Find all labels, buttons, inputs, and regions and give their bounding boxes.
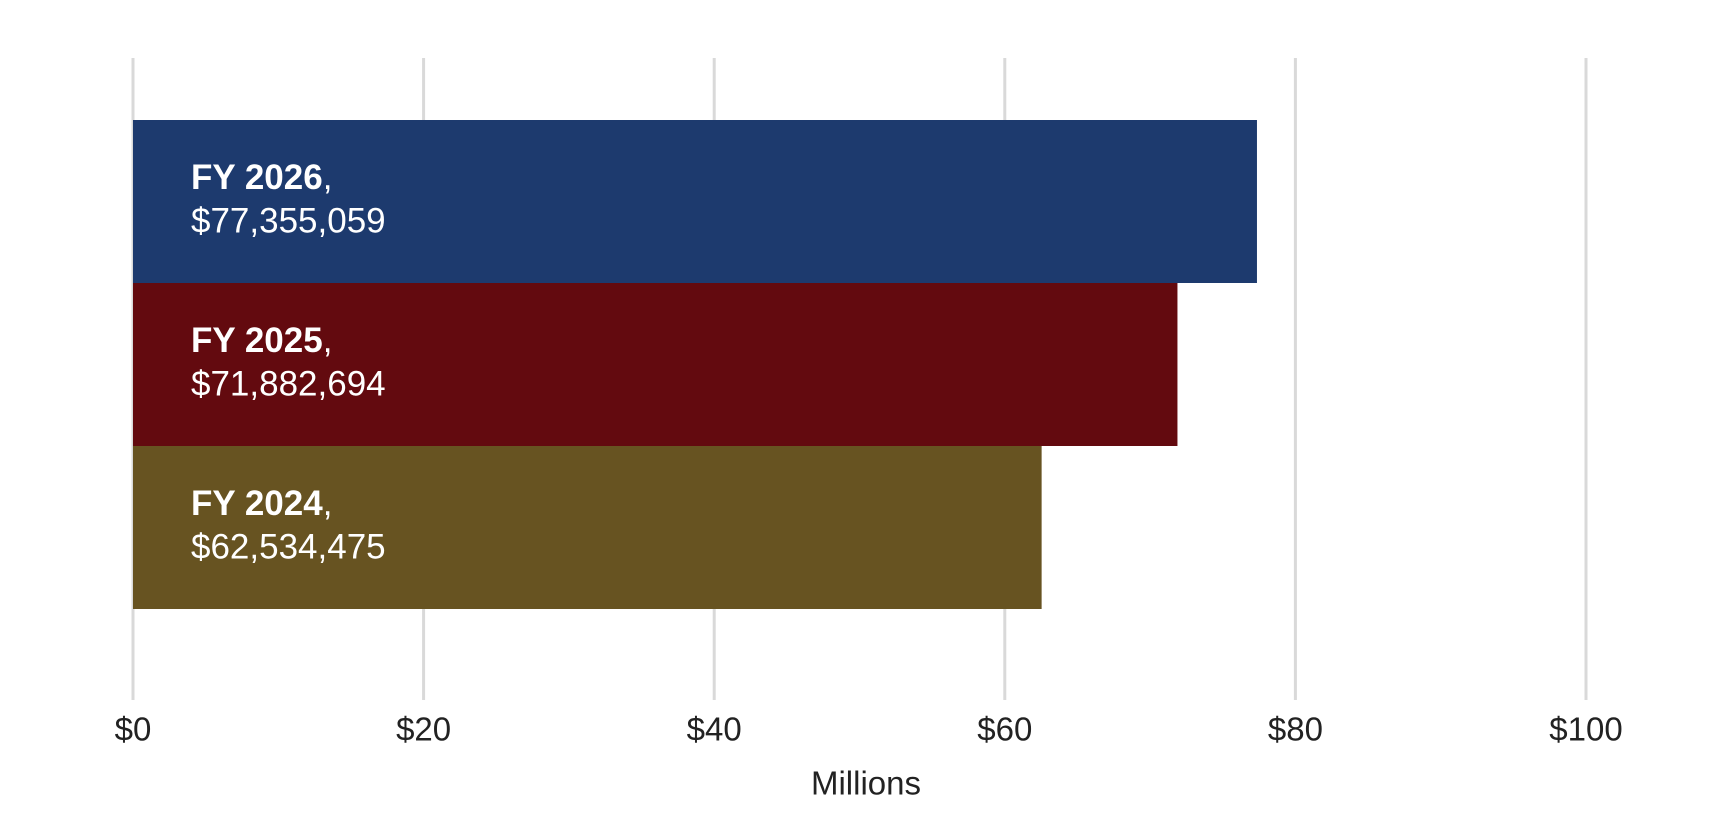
x-tick-label: $100 (1549, 711, 1622, 748)
label-separator: , (323, 158, 333, 197)
bar (133, 120, 1257, 283)
category-label: FY 2024 (191, 484, 323, 523)
value-label: $77,355,059 (191, 201, 386, 240)
x-tick-label: $0 (115, 711, 152, 748)
value-label: $71,882,694 (191, 364, 386, 403)
bar (133, 283, 1178, 446)
category-label: FY 2026 (191, 158, 323, 197)
label-separator: , (323, 321, 333, 360)
bar-label: FY 2024, (191, 484, 332, 523)
x-tick-label: $80 (1268, 711, 1323, 748)
bar (133, 446, 1042, 609)
bars: FY 2026, $77,355,059 FY 2025, $71,882,694 FY… (133, 120, 1257, 609)
x-axis-title: Millions (811, 765, 921, 802)
label-separator: , (323, 484, 333, 523)
category-label: FY 2025 (191, 321, 323, 360)
value-label: $62,534,475 (191, 527, 386, 566)
bar-label: FY 2026, (191, 158, 332, 197)
bar-label: FY 2025, (191, 321, 332, 360)
x-tick-label: $40 (687, 711, 742, 748)
x-tick-label: $20 (396, 711, 451, 748)
x-tick-label: $60 (977, 711, 1032, 748)
